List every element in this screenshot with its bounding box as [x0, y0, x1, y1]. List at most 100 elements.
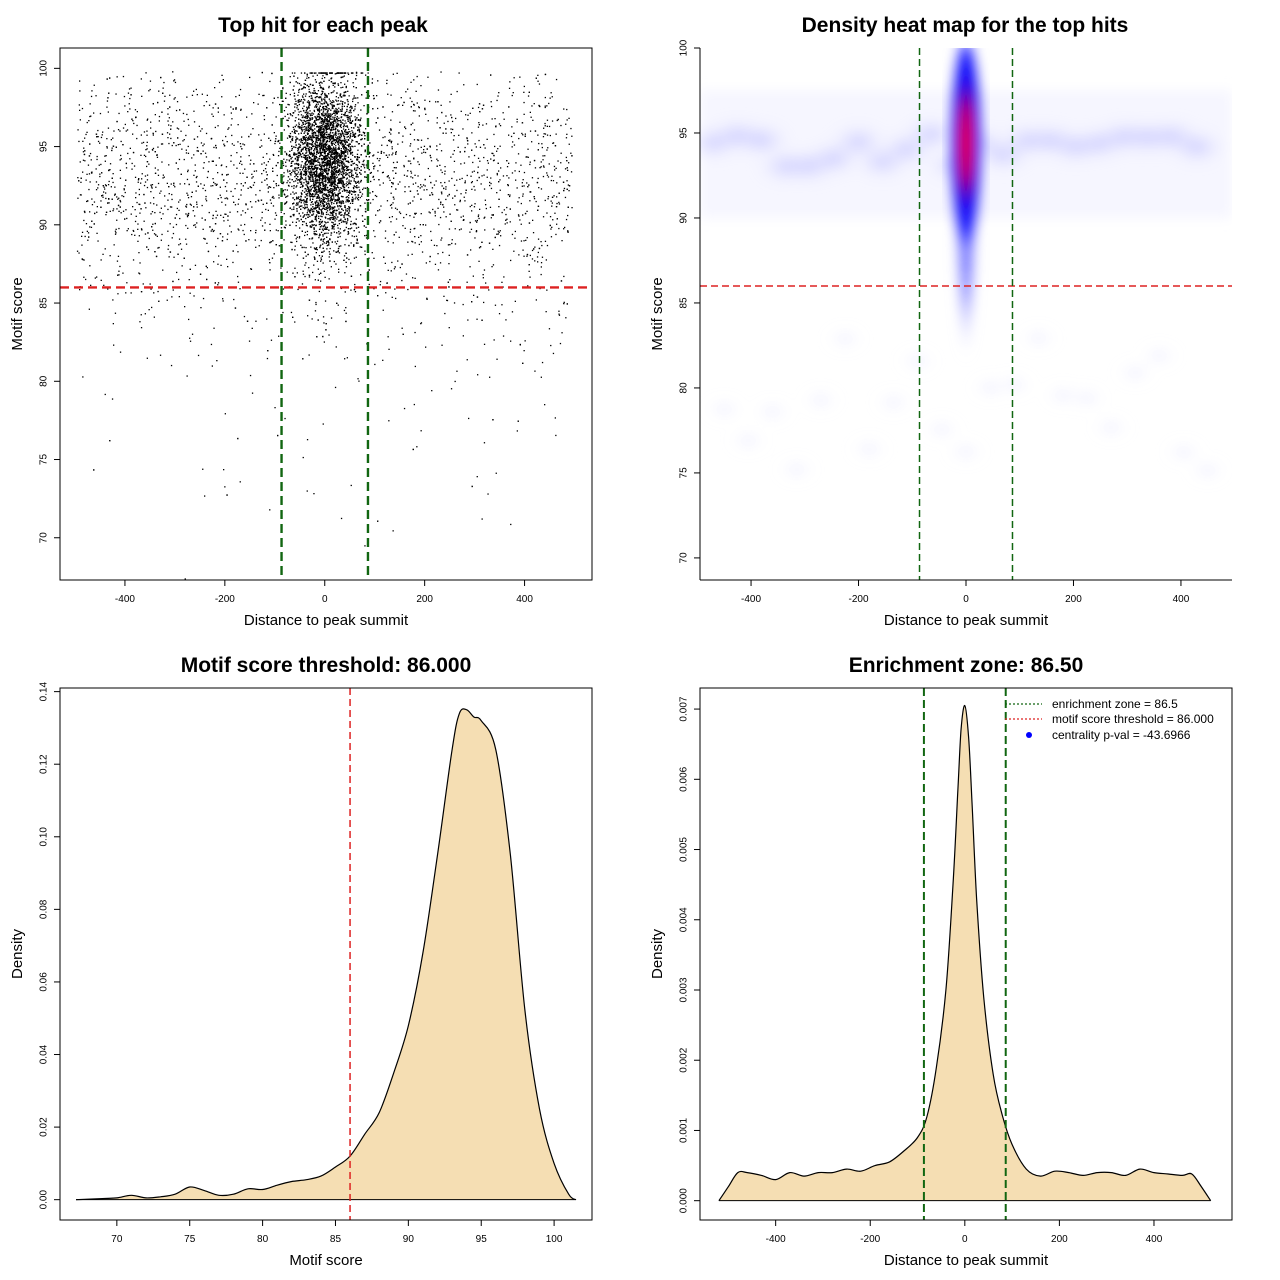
scatter-point [331, 221, 333, 223]
scatter-point [345, 201, 347, 203]
scatter-point [352, 154, 354, 156]
scatter-point [318, 133, 320, 135]
scatter-point [301, 148, 303, 150]
scatter-point [403, 164, 405, 167]
scatter-point [322, 183, 324, 186]
scatter-point [213, 261, 215, 263]
scatter-point [324, 197, 326, 199]
scatter-point [321, 133, 323, 135]
scatter-point [311, 72, 313, 74]
scatter-point [337, 192, 339, 195]
scatter-point [289, 170, 291, 172]
scatter-point [279, 103, 281, 106]
scatter-point [314, 175, 316, 177]
scatter-point [317, 159, 319, 161]
scatter-point [306, 73, 308, 75]
scatter-point [308, 135, 311, 137]
scatter-point [298, 133, 300, 135]
scatter-point [342, 168, 344, 171]
scatter-point [293, 128, 295, 131]
scatter-point [310, 193, 312, 195]
scatter-point [296, 156, 298, 158]
scatter-point [302, 199, 304, 201]
scatter-point [327, 149, 329, 151]
scatter-point [325, 242, 327, 244]
scatter-point [327, 203, 329, 205]
scatter-point [335, 189, 338, 191]
scatter-point [331, 212, 333, 214]
scatter-point [322, 203, 324, 205]
scatter-point [399, 212, 402, 215]
scatter-point [335, 122, 337, 124]
scatter-point [304, 170, 306, 172]
scatter-point [323, 187, 325, 190]
scatter-point [300, 138, 302, 140]
scatter-point [305, 142, 307, 144]
scatter-point [313, 247, 316, 249]
scatter-point [291, 172, 293, 174]
scatter-point [329, 147, 331, 149]
scatter-point [364, 171, 366, 173]
scatter-point [320, 280, 322, 282]
scatter-point [332, 153, 334, 155]
scatter-point [341, 102, 343, 105]
scatter-point [334, 110, 336, 112]
scatter-point [322, 240, 324, 242]
scatter-point [382, 171, 384, 173]
scatter-point [325, 118, 327, 121]
scatter-point [305, 126, 307, 128]
scatter-point [339, 125, 341, 128]
scatter-point [299, 186, 302, 188]
scatter-point [344, 72, 347, 74]
scatter-point [301, 116, 304, 119]
scatter-point [304, 200, 306, 202]
scatter-point [341, 208, 343, 210]
scatter-point [316, 178, 318, 180]
scatter-point [341, 200, 344, 202]
scatter-point [326, 114, 328, 116]
scatter-point [283, 110, 286, 112]
scatter-point [185, 213, 187, 215]
scatter-point [354, 186, 356, 188]
scatter-point [511, 233, 514, 236]
scatter-point [326, 162, 328, 164]
scatter-point [294, 72, 296, 74]
scatter-point [340, 205, 342, 207]
scatter-point [339, 170, 341, 172]
scatter-point [329, 100, 331, 102]
scatter-point [309, 146, 311, 148]
scatter-point [327, 154, 329, 156]
scatter-point [340, 96, 342, 98]
scatter-point [338, 159, 340, 162]
scatter-point [333, 155, 335, 158]
scatter-point [345, 320, 347, 323]
scatter-point [347, 166, 349, 168]
scatter-point [329, 117, 331, 119]
scatter-point [316, 93, 318, 95]
scatter-point [327, 153, 329, 155]
scatter-point [308, 238, 311, 240]
scatter-point [303, 83, 305, 85]
scatter-point [377, 80, 379, 82]
scatter-point [336, 118, 339, 120]
scatter-point [373, 257, 375, 259]
scatter-point [341, 130, 343, 132]
scatter-point [233, 164, 235, 166]
scatter-point [310, 160, 312, 163]
scatter-point [334, 223, 337, 225]
scatter-point [339, 103, 341, 105]
scatter-point [325, 141, 328, 143]
scatter-point [337, 236, 339, 238]
scatter-point [295, 225, 297, 227]
scatter-point [244, 168, 246, 170]
scatter-point [318, 196, 320, 198]
scatter-point [337, 206, 339, 208]
scatter-point [333, 139, 335, 141]
scatter-point [327, 170, 330, 172]
scatter-point [362, 188, 364, 191]
scatter-point [323, 193, 326, 195]
scatter-point [306, 183, 309, 185]
scatter-point [323, 109, 325, 111]
scatter-point [322, 114, 324, 116]
scatter-point [333, 188, 335, 190]
